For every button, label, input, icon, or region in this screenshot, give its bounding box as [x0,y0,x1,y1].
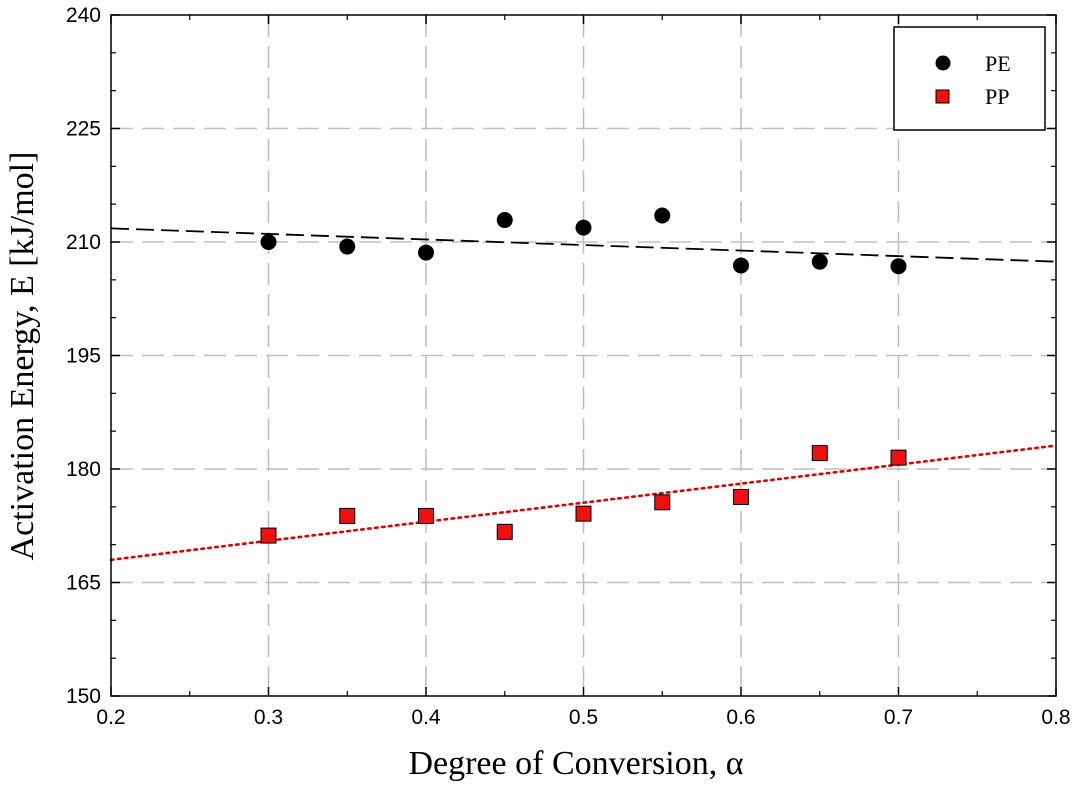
pp-point [260,527,277,544]
y-tick-label: 195 [66,345,101,368]
pe-point [496,212,513,229]
y-tick-label: 150 [66,685,101,708]
pe-point [339,238,356,255]
pe-point [890,258,907,275]
pp-point [890,449,907,466]
y-tick-label: 165 [66,572,101,595]
pp-point [339,507,356,524]
x-axis-title: Degree of Conversion, α [408,745,743,782]
pe-point [575,219,592,236]
pe-point [654,207,671,224]
grid-layer [111,15,1056,696]
y-tick-label: 225 [66,118,101,141]
legend-pe-label: PE [985,51,1011,76]
pp-point [575,505,592,522]
y-tick-label: 240 [66,4,101,27]
pe-point [418,244,434,261]
pp-point [654,494,671,511]
y-tick-label: 210 [66,231,101,254]
pp-point [418,507,434,524]
x-tick-label: 0.3 [254,706,283,729]
x-tick-label: 0.2 [96,706,125,729]
marker-layer [260,207,907,544]
legend: PE PP [893,26,1046,131]
x-tick-label: 0.7 [884,706,913,729]
pe-point [733,257,749,274]
pe-trendline [110,227,1057,263]
legend-pp-marker [935,89,950,104]
y-tick-label: 180 [66,458,101,481]
legend-box [893,26,1046,131]
y-axis-title: Activation Energy, E [kJ/mol] [4,152,41,561]
pe-point [260,234,277,250]
legend-pp-label: PP [985,84,1009,109]
pp-point [811,445,828,462]
pe-point [811,253,828,270]
pp-point [733,488,749,505]
x-tick-label: 0.8 [1041,706,1070,729]
pp-point [496,523,513,540]
x-tick-label: 0.4 [411,706,441,729]
tick-layer: 0.2 0.3 0.4 0.5 0.6 0.7 0.8 150 165 180 195 210 225 2… [66,4,1071,729]
x-tick-label: 0.5 [569,706,598,729]
x-tick-label: 0.6 [726,706,755,729]
legend-pe-marker [935,55,951,71]
